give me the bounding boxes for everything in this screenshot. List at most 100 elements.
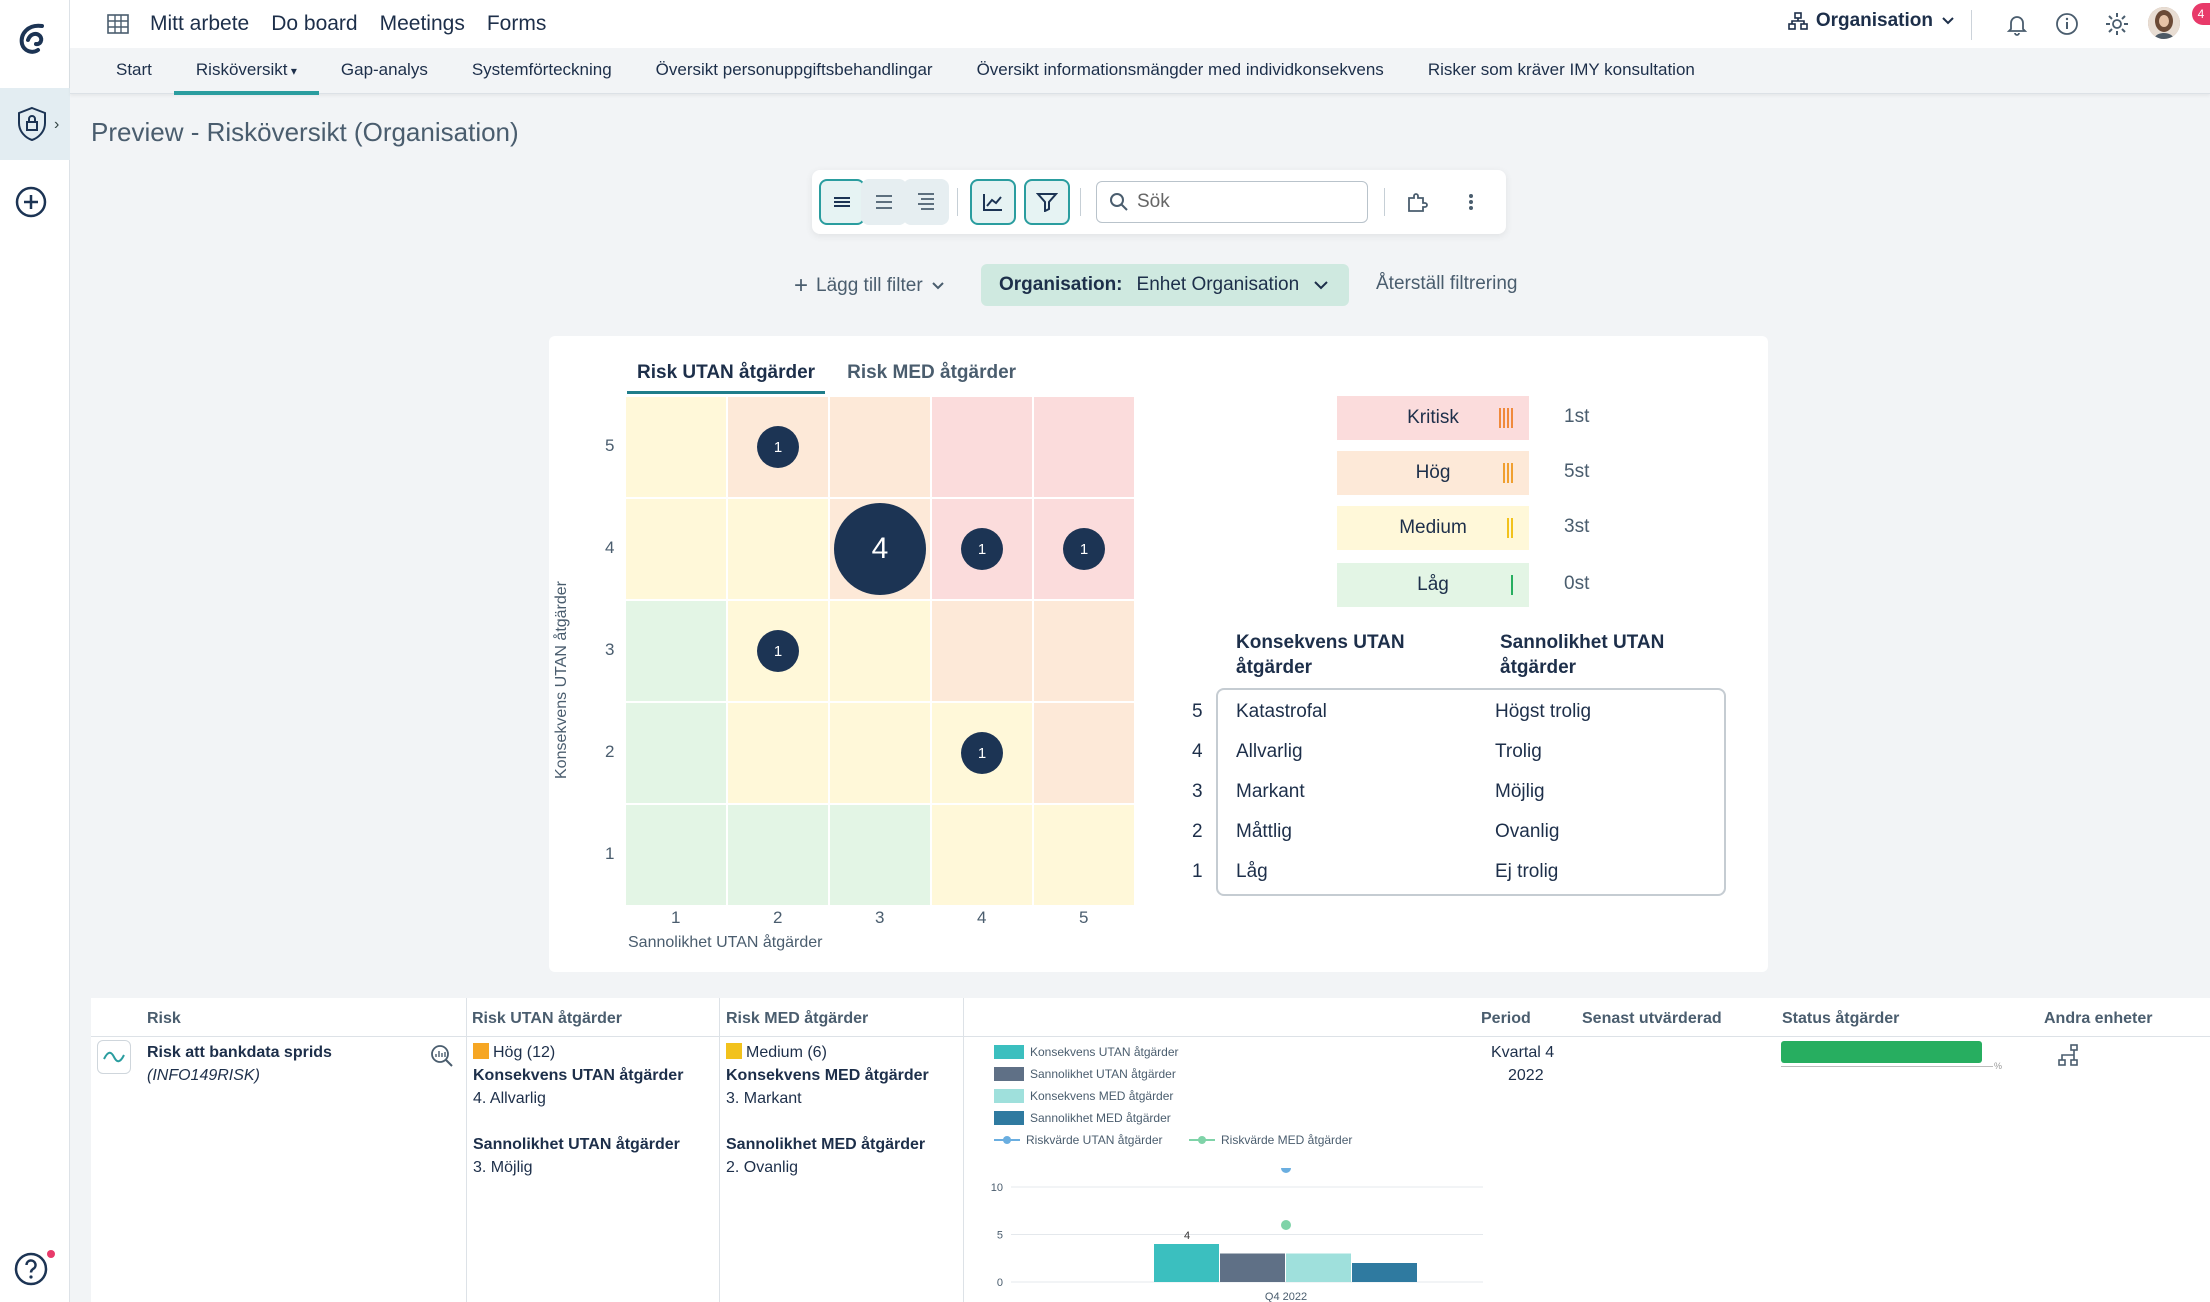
- reset-filter-button[interactable]: Återställ filtrering: [1376, 273, 1518, 294]
- divider: [957, 188, 958, 216]
- tab-systemforteckning[interactable]: Systemförteckning: [471, 60, 612, 79]
- nav-forms[interactable]: Forms: [486, 12, 547, 35]
- y-tick-label: 0: [997, 1277, 1003, 1289]
- header-risk[interactable]: Risk: [147, 1010, 181, 1027]
- add-circle-icon[interactable]: [15, 186, 47, 218]
- mini-legend-item[interactable]: Riskvärde MED åtgärder: [1189, 1133, 1352, 1147]
- module-switcher[interactable]: ›: [0, 88, 70, 160]
- level-bars-icon: [1499, 408, 1513, 428]
- risk-count-bubble[interactable]: 1: [757, 630, 799, 672]
- level-swatch: [473, 1043, 489, 1059]
- matrix-cell[interactable]: [829, 396, 931, 498]
- matrix-cell[interactable]: [1033, 804, 1135, 906]
- density-compact-button[interactable]: [819, 179, 865, 225]
- matrix-cell[interactable]: [727, 702, 829, 804]
- help-icon[interactable]: [14, 1252, 48, 1286]
- chevron-right-icon: ›: [54, 116, 60, 133]
- mini-legend-item[interactable]: Sannolikhet MED åtgärder: [994, 1111, 1171, 1125]
- tab-imy-konsultation[interactable]: Risker som kräver IMY konsultation: [1427, 60, 1695, 79]
- matrix-cell[interactable]: [727, 804, 829, 906]
- tab-personuppgiftsbehandlingar[interactable]: Översikt personuppgiftsbehandlingar: [655, 60, 933, 79]
- scale-table: [1216, 688, 1726, 896]
- organisation-filter-chip[interactable]: Organisation: Enhet Organisation: [981, 264, 1349, 306]
- tab-riskoversikt[interactable]: Risköversikt ▾: [173, 48, 319, 95]
- grid-icon[interactable]: [106, 12, 130, 36]
- matrix-cell[interactable]: [625, 396, 727, 498]
- tab-informationsmangder[interactable]: Översikt informationsmängder med individ…: [976, 60, 1384, 79]
- header-senast-utvarderad[interactable]: Senast utvärderad: [1582, 1010, 1722, 1027]
- matrix-cell[interactable]: [727, 498, 829, 600]
- matrix-cell[interactable]: [829, 702, 931, 804]
- risk-count-bubble[interactable]: 1: [1063, 528, 1105, 570]
- scale-likelihood: Trolig: [1495, 741, 1542, 762]
- y-tick-label: 5: [605, 436, 615, 455]
- mini-legend-item[interactable]: Konsekvens UTAN åtgärder: [994, 1045, 1179, 1059]
- app-logo-icon[interactable]: [12, 18, 54, 60]
- matrix-cell[interactable]: [625, 804, 727, 906]
- legend-level[interactable]: Kritisk: [1337, 396, 1529, 440]
- matrix-cell[interactable]: [829, 804, 931, 906]
- search-input[interactable]: [1137, 190, 1357, 214]
- page-title: Preview - Risköversikt (Organisation): [91, 117, 519, 147]
- matrix-cell[interactable]: [625, 600, 727, 702]
- matrix-cell[interactable]: [1033, 702, 1135, 804]
- risk-med-level-text: Medium (6): [746, 1044, 827, 1061]
- mini-legend-item[interactable]: Sannolikhet UTAN åtgärder: [994, 1067, 1176, 1081]
- x-axis-label: Sannolikhet UTAN åtgärder: [628, 934, 823, 951]
- add-filter-button[interactable]: + Lägg till filter: [794, 272, 945, 300]
- hierarchy-icon[interactable]: [2057, 1043, 2081, 1067]
- lines-icon: [876, 195, 892, 209]
- matrix-cell[interactable]: [625, 498, 727, 600]
- chart-view-button[interactable]: [970, 179, 1016, 225]
- med-sannolikhet-label: Sannolikhet MED åtgärder: [726, 1136, 926, 1153]
- nav-meetings[interactable]: Meetings: [379, 12, 465, 35]
- tab-gap-analys[interactable]: Gap-analys: [340, 60, 428, 79]
- risk-count-bubble[interactable]: 1: [961, 528, 1003, 570]
- tab-risk-med[interactable]: Risk MED åtgärder: [847, 362, 1017, 383]
- legend-label: Sannolikhet MED åtgärder: [1030, 1111, 1171, 1125]
- mini-legend-item[interactable]: Konsekvens MED åtgärder: [994, 1089, 1173, 1103]
- matrix-cell[interactable]: [931, 396, 1033, 498]
- risk-count-bubble[interactable]: 1: [961, 732, 1003, 774]
- gear-icon[interactable]: [2104, 11, 2130, 37]
- tab-risk-utan[interactable]: Risk UTAN åtgärder: [627, 362, 826, 394]
- header-risk-med[interactable]: Risk MED åtgärder: [726, 1010, 869, 1027]
- filter-button[interactable]: [1024, 179, 1070, 225]
- x-tick-label: 2: [773, 908, 783, 927]
- legend-level[interactable]: Hög: [1337, 451, 1529, 495]
- matrix-cell[interactable]: [931, 804, 1033, 906]
- legend-level-label: Kritisk: [1407, 407, 1459, 428]
- tab-start[interactable]: Start: [116, 60, 152, 79]
- header-status-atgarder[interactable]: Status åtgärder: [1782, 1010, 1900, 1027]
- avatar[interactable]: [2148, 7, 2180, 39]
- matrix-cell[interactable]: [931, 600, 1033, 702]
- mini-legend-item[interactable]: Riskvärde UTAN åtgärder: [994, 1133, 1163, 1147]
- header-risk-utan[interactable]: Risk UTAN åtgärder: [472, 1010, 622, 1027]
- analysis-search-icon[interactable]: [429, 1043, 455, 1069]
- more-options-button[interactable]: [1448, 179, 1494, 225]
- matrix-cell[interactable]: [829, 600, 931, 702]
- header-period[interactable]: Period: [1481, 1010, 1531, 1027]
- legend-level[interactable]: Medium: [1337, 506, 1529, 550]
- header-andra-enheter[interactable]: Andra enheter: [2044, 1010, 2153, 1027]
- organisation-selector[interactable]: Organisation: [1788, 10, 1955, 32]
- risk-name[interactable]: Risk att bankdata sprids: [147, 1044, 332, 1061]
- bell-icon[interactable]: [2004, 11, 2030, 37]
- info-icon[interactable]: [2054, 11, 2080, 37]
- risk-utan-level-text: Hög (12): [493, 1044, 556, 1061]
- legend-swatch: [994, 1045, 1024, 1059]
- matrix-cell[interactable]: [1033, 396, 1135, 498]
- level-bars-icon: [1511, 575, 1513, 595]
- density-medium-button[interactable]: [861, 179, 907, 225]
- legend-level[interactable]: Låg: [1337, 563, 1529, 607]
- nav-mitt-arbete[interactable]: Mitt arbete: [150, 12, 250, 35]
- density-wide-button[interactable]: [903, 179, 949, 225]
- risk-count-bubble[interactable]: 4: [834, 503, 926, 595]
- nav-do-board[interactable]: Do board: [271, 12, 358, 35]
- matrix-cell[interactable]: [625, 702, 727, 804]
- plugin-button[interactable]: [1394, 179, 1440, 225]
- matrix-cell[interactable]: [1033, 600, 1135, 702]
- risk-type-button[interactable]: [97, 1040, 131, 1074]
- risk-count-bubble[interactable]: 1: [757, 426, 799, 468]
